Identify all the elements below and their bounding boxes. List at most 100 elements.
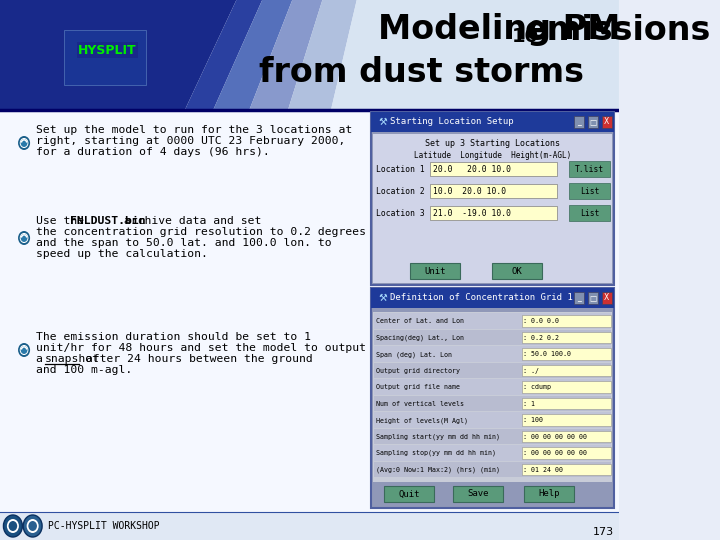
Bar [602,116,612,128]
Text: right, starting at 0000 UTC 23 February 2000,: right, starting at 0000 UTC 23 February … [36,136,346,146]
Circle shape [28,521,37,531]
Text: archive data and set: archive data and set [117,216,261,226]
Bar [522,463,611,475]
Bar [602,292,612,304]
Text: for a duration of 4 days (96 hrs).: for a duration of 4 days (96 hrs). [36,147,270,157]
Bar [522,332,611,343]
Bar [430,184,557,198]
Bar [522,315,611,327]
Text: : cdump: : cdump [523,384,552,390]
Bar [574,116,585,128]
Bar [374,346,611,361]
Text: : 00 00 00 00 00: : 00 00 00 00 00 [523,434,588,440]
Text: Set up the model to run for the 3 locations at: Set up the model to run for the 3 locati… [36,125,352,135]
Text: X: X [604,294,609,302]
Text: _: _ [577,294,581,302]
Text: 173: 173 [593,527,613,537]
Text: Output grid file name: Output grid file name [376,384,459,390]
Bar [0,110,619,512]
Polygon shape [249,0,323,110]
Text: Num of vertical levels: Num of vertical levels [376,401,464,407]
Bar [0,512,619,540]
Text: 10.0  20.0 10.0: 10.0 20.0 10.0 [433,186,506,195]
Text: Height of levels(M Agl): Height of levels(M Agl) [376,417,467,423]
Text: Location 3 :: Location 3 : [376,208,434,218]
Circle shape [19,233,28,243]
Text: Sampling stop(yy mm dd hh min): Sampling stop(yy mm dd hh min) [376,450,495,456]
Text: PC-HYSPLIT WORKSHOP: PC-HYSPLIT WORKSHOP [48,521,160,531]
Text: : ./: : ./ [523,368,539,374]
Circle shape [19,138,28,148]
Bar [384,486,434,502]
Text: Location 1 :: Location 1 : [376,165,434,173]
Bar [372,288,613,508]
Polygon shape [0,0,236,110]
Text: 10: 10 [511,28,539,46]
Circle shape [18,231,30,245]
Bar [374,395,611,411]
Bar [374,412,611,428]
Text: Span (deg) Lat. Lon: Span (deg) Lat. Lon [376,351,451,357]
Text: Set up 3 Starting Locations: Set up 3 Starting Locations [425,139,560,148]
Bar [373,134,612,283]
Circle shape [21,234,27,242]
Text: Starting Location Setup: Starting Location Setup [390,118,514,126]
Text: Spacing(deg) Lat., Lon: Spacing(deg) Lat., Lon [376,334,464,341]
Text: ⚒: ⚒ [378,293,387,303]
Text: □: □ [590,118,597,126]
Text: from dust storms: from dust storms [258,57,584,90]
Text: FNLDUST.bin: FNLDUST.bin [70,216,145,226]
Text: unit/hr for 48 hours and set the model to output: unit/hr for 48 hours and set the model t… [36,343,366,353]
Text: The emission duration should be set to 1: The emission duration should be set to 1 [36,332,311,342]
Text: □: □ [590,294,597,302]
Text: the concentration grid resolution to 0.2 degrees: the concentration grid resolution to 0.2… [36,227,366,237]
Text: HYSPLIT: HYSPLIT [78,44,137,57]
Bar [374,379,611,395]
Text: X: X [604,118,609,126]
Bar [524,486,574,502]
Bar [569,205,611,221]
Text: snapshot: snapshot [45,354,99,364]
Circle shape [9,521,17,531]
Text: Output grid directory: Output grid directory [376,368,459,374]
Bar [453,486,503,502]
Bar [372,288,613,308]
Text: : 100: : 100 [523,417,544,423]
Circle shape [7,519,19,533]
Bar [430,162,557,176]
Text: Modeling PM: Modeling PM [378,14,621,46]
Text: (Avg:0 Now:1 Max:2) (hrs) (min): (Avg:0 Now:1 Max:2) (hrs) (min) [376,467,500,473]
Text: Location 2 :: Location 2 : [376,186,434,195]
Text: OK: OK [511,267,522,275]
Polygon shape [331,0,619,110]
Text: Sampling start(yy mm dd hh min): Sampling start(yy mm dd hh min) [376,434,500,440]
Text: after 24 hours between the ground: after 24 hours between the ground [78,354,312,364]
Circle shape [18,136,30,150]
Bar [374,445,611,461]
Bar [522,397,611,409]
Bar [522,348,611,360]
Circle shape [4,515,22,537]
Text: : 1: : 1 [523,401,536,407]
Circle shape [27,519,39,533]
Bar [588,292,598,304]
Bar [430,206,557,220]
Bar [522,381,611,393]
Polygon shape [185,0,262,110]
Text: Use the: Use the [36,216,91,226]
Circle shape [21,346,27,354]
Text: ⚒: ⚒ [378,117,387,127]
Circle shape [23,515,42,537]
Bar [65,30,146,85]
Bar [374,462,611,477]
Text: : 50.0 100.0: : 50.0 100.0 [523,351,572,357]
Circle shape [19,345,28,355]
Bar [569,161,611,177]
Text: Center of Lat. and Lon: Center of Lat. and Lon [376,318,464,324]
Bar [372,112,613,285]
Text: : 0.0 0.0: : 0.0 0.0 [523,318,559,324]
Text: 20.0   20.0 10.0: 20.0 20.0 10.0 [433,165,511,173]
Bar [374,429,611,444]
Bar [522,364,611,376]
Text: emissions: emissions [524,14,711,46]
